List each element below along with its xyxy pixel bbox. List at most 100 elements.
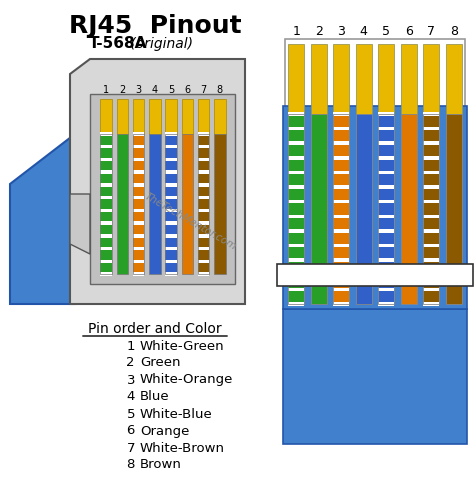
Text: 1: 1 xyxy=(292,25,300,38)
FancyArrow shape xyxy=(288,171,304,174)
Text: 2: 2 xyxy=(119,85,126,95)
FancyArrow shape xyxy=(133,247,144,250)
Bar xyxy=(333,114,349,304)
Bar xyxy=(423,114,439,304)
FancyArrow shape xyxy=(423,288,439,291)
FancyArrow shape xyxy=(165,272,177,276)
Polygon shape xyxy=(70,59,245,304)
FancyArrow shape xyxy=(288,244,304,247)
FancyArrow shape xyxy=(100,170,112,174)
FancyArrow shape xyxy=(378,185,394,189)
Polygon shape xyxy=(70,194,90,254)
FancyArrow shape xyxy=(100,234,112,237)
FancyArrow shape xyxy=(133,145,144,149)
Bar xyxy=(149,134,161,274)
FancyArrow shape xyxy=(423,200,439,204)
Bar xyxy=(214,99,226,134)
FancyArrow shape xyxy=(333,288,349,291)
Bar xyxy=(378,114,394,304)
Bar xyxy=(100,134,112,274)
FancyArrow shape xyxy=(333,273,349,277)
Text: Blue: Blue xyxy=(140,391,170,404)
Bar xyxy=(182,99,193,134)
FancyArrow shape xyxy=(165,209,177,212)
FancyArrow shape xyxy=(165,183,177,186)
Bar xyxy=(401,44,417,114)
FancyArrow shape xyxy=(100,145,112,149)
Bar xyxy=(165,99,177,134)
Bar xyxy=(288,44,304,114)
Text: 4: 4 xyxy=(360,25,368,38)
Bar xyxy=(133,134,144,274)
FancyArrow shape xyxy=(198,183,210,186)
Bar xyxy=(423,114,439,304)
FancyArrow shape xyxy=(100,221,112,225)
Bar xyxy=(283,309,467,444)
Bar xyxy=(149,99,161,134)
FancyArrow shape xyxy=(423,273,439,277)
FancyArrow shape xyxy=(378,215,394,218)
FancyArrow shape xyxy=(288,112,304,116)
FancyArrow shape xyxy=(133,132,144,136)
FancyArrow shape xyxy=(198,132,210,136)
FancyArrow shape xyxy=(423,142,439,145)
FancyArrow shape xyxy=(333,142,349,145)
FancyArrow shape xyxy=(378,156,394,160)
FancyArrow shape xyxy=(133,234,144,237)
Bar xyxy=(133,134,144,274)
FancyArrow shape xyxy=(378,259,394,262)
Text: White-Green: White-Green xyxy=(140,340,225,352)
FancyArrow shape xyxy=(100,247,112,250)
Text: 2: 2 xyxy=(315,25,323,38)
FancyArrow shape xyxy=(288,127,304,131)
Bar xyxy=(446,44,462,114)
FancyArrow shape xyxy=(333,259,349,262)
Polygon shape xyxy=(90,94,235,284)
Bar xyxy=(285,39,465,119)
FancyArrow shape xyxy=(165,221,177,225)
Text: 7: 7 xyxy=(201,85,207,95)
FancyArrow shape xyxy=(378,288,394,291)
Text: RJ45  Pinout: RJ45 Pinout xyxy=(69,14,241,38)
FancyArrow shape xyxy=(288,215,304,218)
Bar xyxy=(423,44,439,114)
Bar xyxy=(356,44,372,114)
Bar xyxy=(283,106,467,309)
FancyArrow shape xyxy=(165,170,177,174)
Bar xyxy=(378,44,394,114)
FancyArrow shape xyxy=(100,196,112,200)
FancyArrow shape xyxy=(133,260,144,263)
Bar xyxy=(214,134,226,274)
FancyArrow shape xyxy=(133,170,144,174)
FancyArrow shape xyxy=(100,272,112,276)
Bar xyxy=(165,134,177,274)
FancyArrow shape xyxy=(288,156,304,160)
Bar xyxy=(356,114,372,304)
FancyArrow shape xyxy=(288,142,304,145)
Text: 7: 7 xyxy=(127,442,135,455)
FancyArrow shape xyxy=(378,200,394,204)
FancyArrow shape xyxy=(165,247,177,250)
FancyArrow shape xyxy=(288,229,304,233)
Bar xyxy=(378,114,394,304)
FancyArrow shape xyxy=(423,229,439,233)
FancyArrow shape xyxy=(423,112,439,116)
Bar xyxy=(198,134,210,274)
Text: White-Blue: White-Blue xyxy=(140,408,213,420)
Text: 4: 4 xyxy=(127,391,135,404)
FancyArrow shape xyxy=(100,260,112,263)
FancyArrow shape xyxy=(333,200,349,204)
Text: 6: 6 xyxy=(405,25,413,38)
FancyArrow shape xyxy=(423,259,439,262)
FancyArrow shape xyxy=(333,229,349,233)
FancyArrow shape xyxy=(133,209,144,212)
Text: Brown: Brown xyxy=(140,459,182,472)
FancyArrow shape xyxy=(378,112,394,116)
Text: 5: 5 xyxy=(127,408,135,420)
Text: 6: 6 xyxy=(184,85,191,95)
FancyArrow shape xyxy=(288,259,304,262)
FancyArrow shape xyxy=(288,288,304,291)
Text: 8: 8 xyxy=(127,459,135,472)
FancyArrow shape xyxy=(165,132,177,136)
Bar xyxy=(277,264,473,286)
